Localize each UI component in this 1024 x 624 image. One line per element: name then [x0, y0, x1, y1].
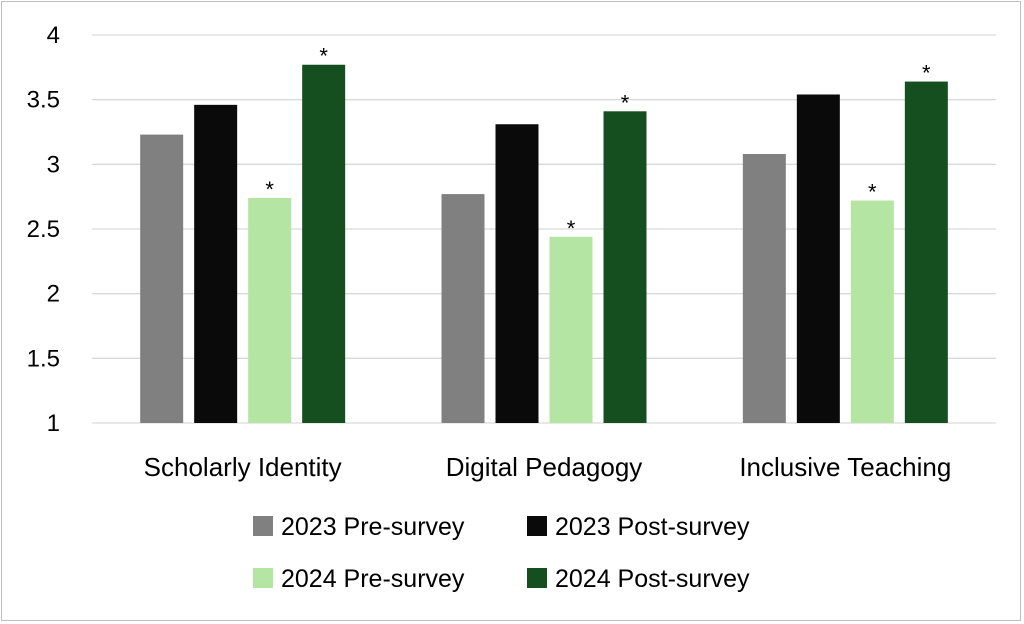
y-tick-label: 2.5	[27, 216, 60, 243]
legend-swatch	[527, 568, 547, 588]
bar	[603, 111, 647, 423]
bar	[302, 64, 346, 423]
bar	[850, 200, 894, 423]
bars: * * * * * *	[140, 44, 948, 424]
significance-marker: *	[621, 90, 630, 115]
legend: 2023 Pre-survey 2023 Post-survey 2024 Pre-…	[253, 513, 750, 593]
bar	[549, 236, 593, 423]
legend-swatch	[253, 568, 273, 588]
bar	[140, 134, 184, 423]
y-axis-tick-labels: 1 1.5 2 2.5 3 3.5 4	[27, 22, 60, 437]
significance-marker: *	[265, 177, 274, 202]
legend-label: 2023 Pre-survey	[281, 513, 465, 541]
x-category-label: Scholarly Identity	[144, 452, 342, 482]
x-category-label: Digital Pedagogy	[446, 452, 643, 482]
significance-marker: *	[922, 61, 931, 86]
legend-swatch	[527, 516, 547, 536]
gridlines	[92, 34, 996, 424]
bar	[441, 194, 485, 423]
legend-label: 2024 Pre-survey	[281, 565, 465, 593]
y-tick-label: 2	[47, 281, 60, 308]
y-tick-label: 3.5	[27, 87, 60, 114]
y-tick-label: 4	[47, 22, 60, 49]
bar	[904, 81, 948, 423]
legend-label: 2023 Post-survey	[555, 513, 750, 541]
x-axis-category-labels: Scholarly Identity Digital Pedagogy Inclus…	[144, 452, 952, 482]
bar	[796, 94, 840, 423]
y-tick-label: 3	[47, 151, 60, 178]
significance-marker: *	[319, 44, 328, 69]
x-category-label: Inclusive Teaching	[739, 452, 951, 482]
y-tick-label: 1.5	[27, 345, 60, 372]
bar	[194, 104, 238, 423]
bar	[742, 153, 786, 423]
legend-swatch	[253, 516, 273, 536]
legend-label: 2024 Post-survey	[555, 565, 750, 593]
bar	[248, 197, 292, 423]
y-tick-label: 1	[47, 410, 60, 437]
bar	[495, 124, 539, 424]
significance-marker: *	[868, 180, 877, 205]
significance-marker: *	[567, 216, 576, 241]
